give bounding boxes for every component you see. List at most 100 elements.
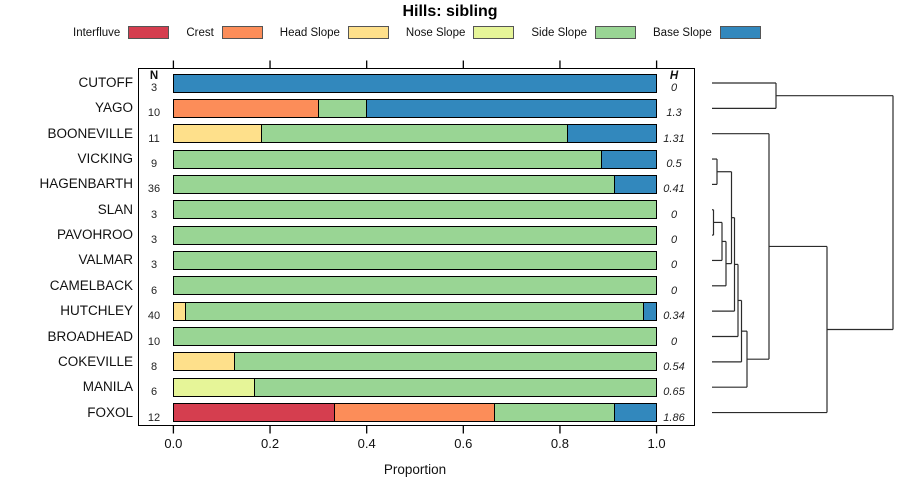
bar-segment: [334, 404, 496, 422]
legend-item: Crest: [186, 26, 263, 39]
row-n-value: 3: [150, 259, 158, 272]
legend-swatch: [221, 26, 263, 39]
row-label: VALMAR: [78, 252, 133, 268]
x-tick-label: 0.4: [357, 436, 376, 451]
x-axis-label: Proportion: [383, 462, 447, 477]
bar-segment: [174, 150, 603, 168]
row-n-value: 6: [150, 284, 158, 297]
row-n-value: 10: [147, 107, 161, 120]
row-label: HAGENBARTH: [39, 176, 133, 192]
row-n-value: 8: [150, 360, 158, 373]
legend-swatch: [128, 26, 170, 39]
bar-segment: [643, 302, 656, 320]
bar-segment: [615, 175, 656, 193]
legend-swatch: [347, 26, 389, 39]
n-column-header: N: [149, 70, 159, 82]
row-h-value: 0: [670, 259, 678, 272]
stacked-bar: [173, 200, 657, 220]
row-label: PAVOHROO: [56, 227, 133, 243]
row-label: CAMELBACK: [49, 277, 133, 293]
legend-item: Base Slope: [653, 26, 761, 39]
legend-label: Side Slope: [531, 26, 587, 39]
x-tick-label: 0.6: [454, 436, 473, 451]
row-n-value: 40: [147, 310, 161, 323]
row-label: SLAN: [97, 201, 133, 217]
bar-segment: [602, 150, 656, 168]
bar-segment: [174, 201, 656, 219]
row-h-value: 1.86: [663, 411, 685, 424]
bar-segment: [234, 353, 656, 371]
row-h-value: 0: [670, 208, 678, 221]
row-h-value: 0: [670, 234, 678, 247]
bar-segment: [186, 302, 644, 320]
bar-segment: [174, 175, 616, 193]
row-n-value: 10: [147, 335, 161, 348]
stacked-bar: [173, 225, 657, 245]
row-n-value: 12: [147, 411, 161, 424]
bar-segment: [174, 226, 656, 244]
row-label: BROADHEAD: [47, 328, 133, 344]
row-label: YAGO: [94, 100, 133, 116]
legend-label: Crest: [186, 26, 214, 39]
bar-segment: [254, 378, 656, 396]
row-n-value: 36: [147, 183, 161, 196]
row-h-value: 0.5: [666, 158, 682, 171]
bar-segment: [495, 404, 616, 422]
bar-segment: [318, 99, 367, 117]
row-label: HUTCHLEY: [60, 303, 133, 319]
bar-segment: [568, 125, 656, 143]
stacked-bar: [173, 403, 657, 423]
legend-label: Base Slope: [653, 26, 712, 39]
row-h-value: 0: [670, 335, 678, 348]
bar-segment: [174, 302, 187, 320]
bar-segment: [174, 99, 319, 117]
row-label: MANILA: [82, 379, 133, 395]
row-label: FOXOL: [87, 404, 133, 420]
row-label: COKEVILLE: [57, 353, 133, 369]
row-h-value: 0: [670, 82, 678, 94]
row-n-value: 3: [150, 208, 158, 221]
row-h-value: 0.41: [663, 183, 685, 196]
legend-swatch: [595, 26, 636, 39]
legend-item: Interfluve: [73, 26, 170, 39]
bar-segment: [174, 404, 335, 422]
row-n-value: 9: [150, 158, 158, 171]
stacked-bar: [173, 327, 657, 346]
legend-item: Side Slope: [531, 26, 636, 39]
stacked-bar: [173, 174, 657, 194]
bar-segment: [174, 353, 235, 371]
row-n-value: 3: [150, 82, 158, 94]
h-column-header: H: [669, 70, 679, 82]
bar-segment: [615, 404, 656, 422]
legend-swatch: [473, 26, 515, 39]
bar-segment: [261, 125, 569, 143]
stacked-bar: [173, 377, 657, 397]
chart-title: Hills: sibling: [402, 3, 498, 20]
x-tick-label: 1.0: [647, 436, 666, 451]
legend-swatch: [719, 26, 761, 39]
row-n-value: 6: [150, 386, 158, 399]
row-h-value: 1.31: [663, 132, 685, 145]
legend-item: Head Slope: [280, 26, 389, 39]
row-n-value: 11: [148, 132, 160, 145]
legend-label: Head Slope: [279, 26, 340, 39]
stacked-bar: [173, 250, 657, 270]
stacked-bar: [173, 73, 657, 93]
row-label: VICKING: [77, 151, 133, 167]
row-h-value: 0.65: [663, 386, 685, 399]
row-h-value: 0: [670, 284, 678, 297]
stacked-bar: [173, 352, 657, 372]
stacked-bar: [173, 301, 657, 321]
row-h-value: 0.34: [663, 310, 685, 323]
bar-segment: [174, 74, 656, 92]
bar-segment: [174, 277, 656, 295]
x-tick-label: 0.8: [550, 436, 569, 451]
legend-label: Interfluve: [73, 26, 121, 39]
legend-label: Nose Slope: [405, 26, 466, 39]
bar-segment: [174, 378, 255, 396]
stacked-bar: [173, 98, 657, 118]
row-n-value: 3: [150, 234, 158, 247]
stacked-bar: [173, 276, 657, 296]
x-tick-label: 0.0: [164, 436, 183, 451]
